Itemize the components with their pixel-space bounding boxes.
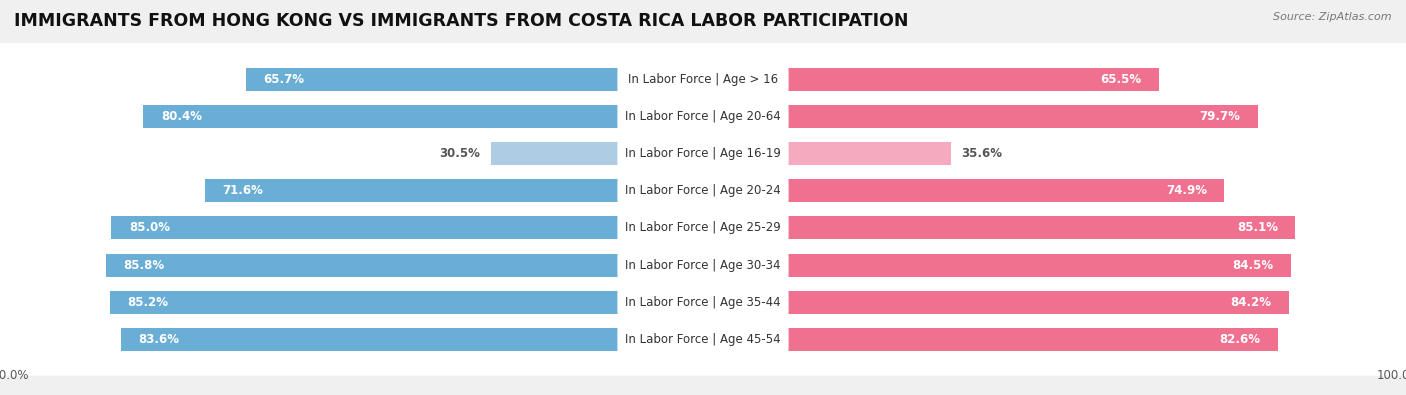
- FancyBboxPatch shape: [617, 284, 789, 320]
- FancyBboxPatch shape: [617, 210, 789, 246]
- FancyBboxPatch shape: [617, 321, 789, 357]
- Bar: [703, 68, 1159, 91]
- Text: 85.0%: 85.0%: [129, 222, 170, 234]
- Text: 82.6%: 82.6%: [1219, 333, 1261, 346]
- Bar: [703, 216, 1295, 239]
- Text: 80.4%: 80.4%: [160, 110, 202, 123]
- Bar: [111, 216, 703, 239]
- Bar: [703, 328, 1278, 351]
- Text: 71.6%: 71.6%: [222, 184, 263, 197]
- Text: 85.1%: 85.1%: [1237, 222, 1278, 234]
- FancyBboxPatch shape: [617, 135, 789, 172]
- Bar: [246, 68, 703, 91]
- FancyBboxPatch shape: [617, 61, 789, 98]
- FancyBboxPatch shape: [0, 303, 1406, 376]
- Bar: [121, 328, 703, 351]
- Text: In Labor Force | Age 20-64: In Labor Force | Age 20-64: [626, 110, 780, 123]
- FancyBboxPatch shape: [0, 266, 1406, 339]
- Text: 30.5%: 30.5%: [440, 147, 481, 160]
- Bar: [703, 179, 1225, 202]
- Text: In Labor Force | Age 45-54: In Labor Force | Age 45-54: [626, 333, 780, 346]
- Text: Source: ZipAtlas.com: Source: ZipAtlas.com: [1274, 12, 1392, 22]
- FancyBboxPatch shape: [617, 173, 789, 209]
- Text: In Labor Force | Age 35-44: In Labor Force | Age 35-44: [626, 295, 780, 308]
- Text: In Labor Force | Age 25-29: In Labor Force | Age 25-29: [626, 222, 780, 234]
- Text: 85.8%: 85.8%: [124, 259, 165, 271]
- Text: In Labor Force | Age 30-34: In Labor Force | Age 30-34: [626, 259, 780, 271]
- Bar: [703, 142, 950, 165]
- Bar: [703, 254, 1291, 276]
- FancyBboxPatch shape: [0, 43, 1406, 116]
- Bar: [105, 254, 703, 276]
- Bar: [205, 179, 703, 202]
- Bar: [703, 291, 1289, 314]
- Text: 83.6%: 83.6%: [139, 333, 180, 346]
- Text: In Labor Force | Age > 16: In Labor Force | Age > 16: [628, 73, 778, 86]
- Bar: [143, 105, 703, 128]
- Text: IMMIGRANTS FROM HONG KONG VS IMMIGRANTS FROM COSTA RICA LABOR PARTICIPATION: IMMIGRANTS FROM HONG KONG VS IMMIGRANTS …: [14, 12, 908, 30]
- Text: 35.6%: 35.6%: [962, 147, 1002, 160]
- FancyBboxPatch shape: [0, 117, 1406, 190]
- Text: In Labor Force | Age 20-24: In Labor Force | Age 20-24: [626, 184, 780, 197]
- FancyBboxPatch shape: [617, 247, 789, 283]
- Text: 79.7%: 79.7%: [1199, 110, 1240, 123]
- Bar: [491, 142, 703, 165]
- Text: 74.9%: 74.9%: [1166, 184, 1206, 197]
- Text: 85.2%: 85.2%: [128, 295, 169, 308]
- Bar: [110, 291, 703, 314]
- Text: In Labor Force | Age 16-19: In Labor Force | Age 16-19: [626, 147, 780, 160]
- Text: 84.2%: 84.2%: [1230, 295, 1271, 308]
- FancyBboxPatch shape: [617, 98, 789, 135]
- FancyBboxPatch shape: [0, 229, 1406, 301]
- Text: 65.7%: 65.7%: [263, 73, 304, 86]
- FancyBboxPatch shape: [0, 192, 1406, 264]
- Text: 65.5%: 65.5%: [1101, 73, 1142, 86]
- Text: 84.5%: 84.5%: [1233, 259, 1274, 271]
- FancyBboxPatch shape: [0, 154, 1406, 227]
- FancyBboxPatch shape: [0, 80, 1406, 153]
- Bar: [703, 105, 1258, 128]
